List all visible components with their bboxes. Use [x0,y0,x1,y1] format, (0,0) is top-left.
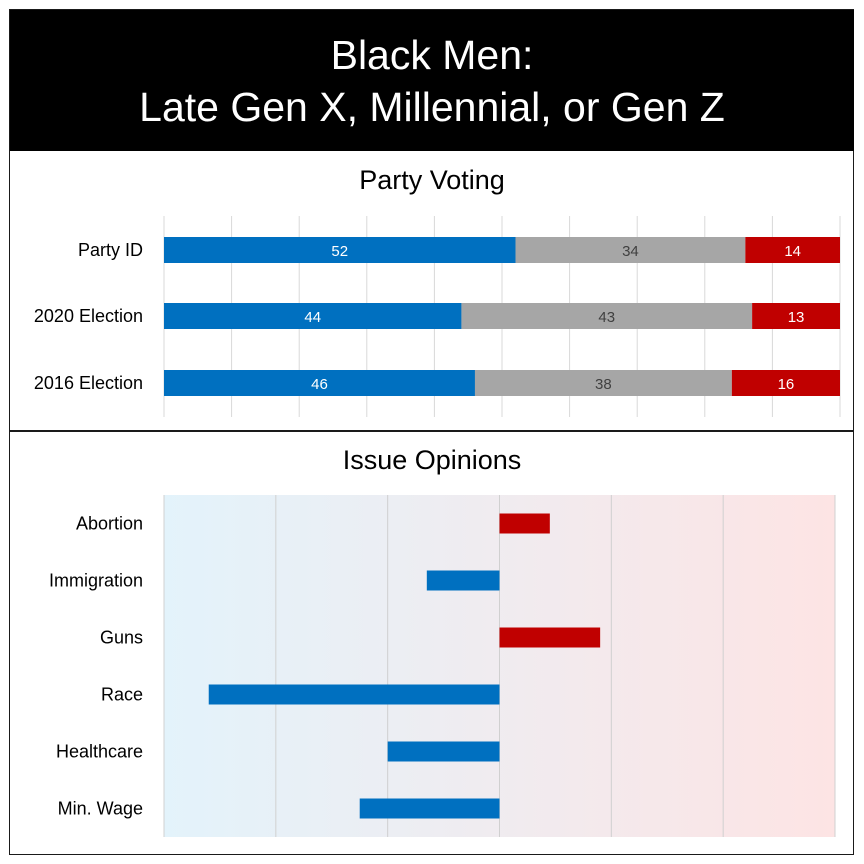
party-data-label: 34 [622,243,639,260]
issue-category-label: Immigration [49,571,143,591]
party-bar-segment [515,237,746,263]
party-data-label: 43 [598,309,615,326]
party-category-label: 2016 Election [34,373,143,393]
party-bar-segment [752,303,840,329]
chart-frame [9,9,854,855]
issue-category-label: Abortion [76,514,143,534]
issue-bar [499,627,601,648]
panel-divider [10,430,854,432]
party-category-label: Party ID [78,240,143,260]
header-line-2: Late Gen X, Millennial, or Gen Z [139,83,725,130]
header-line-1: Black Men: [330,31,534,78]
issue-opinions-chart: Abortion Immigration Guns Race Healthcare Min… [49,495,836,837]
party-bar-segment [731,370,840,396]
party-data-label: 46 [311,376,328,393]
party-bar-segment [164,370,475,396]
issue-bar [387,741,500,762]
party-voting-chart: Party ID 52 34 14 2020 Election 44 43 13 2016 El… [34,216,841,417]
party-category-label: 2020 Election [34,306,143,326]
issue-bar [208,684,500,705]
issue-category-label: Healthcare [56,742,143,762]
party-bar-segment [164,237,516,263]
party-data-label: 44 [304,309,321,326]
issue-category-label: Race [101,685,143,705]
chart-header: Black Men: Late Gen X, Millennial, or Ge… [10,10,854,151]
issue-bar [426,570,500,591]
party-data-label: 16 [778,376,795,393]
issue-opinions-title: Issue Opinions [342,445,522,475]
party-voting-title: Party Voting [359,165,505,195]
party-data-label: 13 [788,309,805,326]
issue-bar [499,513,550,534]
issue-category-label: Guns [100,628,143,648]
party-data-label: 52 [331,243,348,260]
issue-bar [359,798,500,819]
party-data-label: 38 [595,376,612,393]
party-bar-segment [164,303,462,329]
party-bar-segment [474,370,732,396]
issue-category-label: Min. Wage [58,799,143,819]
party-bar-segment [461,303,753,329]
party-data-label: 14 [784,243,801,260]
party-bar-segment [745,237,840,263]
